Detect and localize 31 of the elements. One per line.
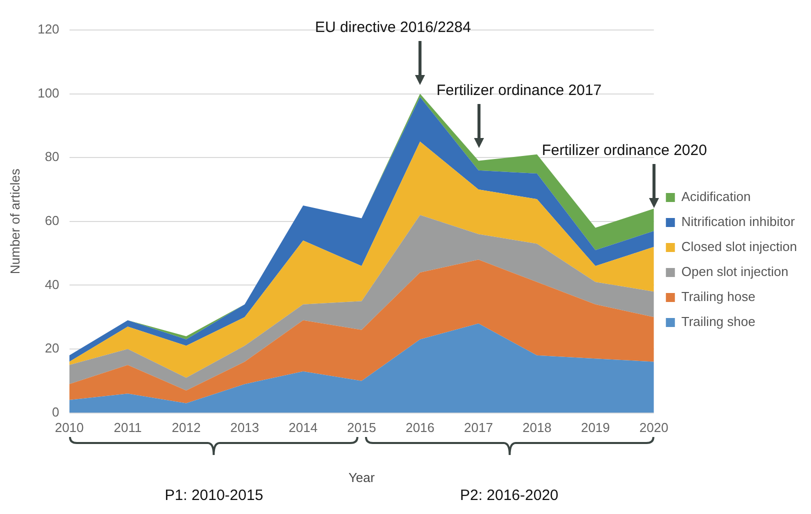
text: P2: 2016-2020 <box>460 486 558 504</box>
y-tick-label: 80 <box>44 149 60 164</box>
x-tick-label: 2014 <box>288 420 318 436</box>
x-tick-label: 2018 <box>522 420 552 436</box>
legend-label: Trailing shoe <box>681 314 756 330</box>
y-tick-label: 0 <box>52 404 60 420</box>
annotation: EU directive 2016/2284 <box>315 19 471 36</box>
x-tick-label: 2010 <box>54 420 84 436</box>
legend-label: Acidification <box>681 189 751 204</box>
y-tick-label: 100 <box>38 85 60 100</box>
annotation: Fertilizer ordinance 2020 <box>542 142 707 159</box>
y-tick-label: 40 <box>44 276 60 292</box>
y-tick-label: 20 <box>44 340 60 356</box>
legend-label: Nitrification inhibitor <box>681 214 796 230</box>
x-tick-label: 2017 <box>464 420 493 436</box>
x-tick-label: 2012 <box>172 420 201 436</box>
x-tick-label: 2015 <box>347 420 376 436</box>
x-tick-label: 2016 <box>406 420 435 436</box>
x-tick-label: 2019 <box>580 420 610 436</box>
legend-label: Closed slot injection <box>681 239 798 254</box>
x-axis-title: Year <box>348 470 376 485</box>
legend-label: Trailing hose <box>681 289 756 304</box>
x-tick-label: 2013 <box>230 420 260 436</box>
legend-label: Open slot injection <box>681 264 788 280</box>
y-tick-label: 60 <box>44 212 60 228</box>
y-axis-title: Number of articles <box>7 168 22 274</box>
y-tick-label: 120 <box>38 22 60 37</box>
x-tick-label: 2011 <box>114 420 142 436</box>
annotation: Fertilizer ordinance 2017 <box>436 82 602 99</box>
text: P1: 2010-2015 <box>164 486 264 504</box>
x-tick-label: 2020 <box>639 420 668 436</box>
